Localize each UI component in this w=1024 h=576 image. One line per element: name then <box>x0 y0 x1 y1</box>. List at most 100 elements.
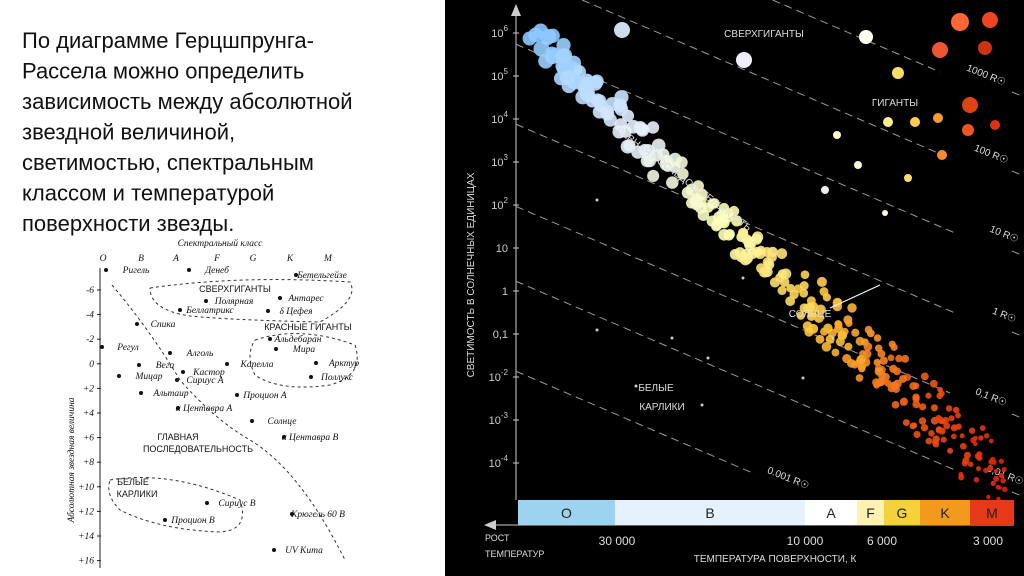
star <box>958 471 964 478</box>
star <box>706 215 718 227</box>
star <box>603 113 617 127</box>
star-label: ПОСЛЕДОВАТЕЛЬНОСТЬ <box>143 444 253 454</box>
star <box>873 358 881 366</box>
star <box>959 433 965 439</box>
star <box>831 336 835 340</box>
star <box>899 375 907 383</box>
x-arrow <box>484 520 496 530</box>
star <box>808 323 819 334</box>
spectral-band <box>884 500 920 525</box>
star <box>831 348 840 357</box>
star <box>913 430 921 438</box>
star <box>856 355 866 365</box>
star <box>854 161 862 169</box>
star <box>651 138 666 153</box>
star <box>910 117 920 127</box>
star <box>626 119 641 134</box>
star <box>930 404 938 412</box>
star-label: Алголь <box>186 349 214 359</box>
spectral-class: O <box>100 254 107 264</box>
star <box>579 76 595 92</box>
star <box>779 277 790 287</box>
star <box>970 437 977 444</box>
y-tick-label: 102 <box>491 196 508 212</box>
star-dot <box>187 268 191 272</box>
star-label: Кастор <box>192 368 225 378</box>
star-dot <box>309 375 313 379</box>
star <box>751 233 763 245</box>
y-tick-label: 0 <box>89 360 94 370</box>
star <box>928 430 935 437</box>
star-label: δ Цефея <box>279 306 312 317</box>
star <box>800 270 810 280</box>
spectral-class: G <box>250 254 257 264</box>
spectral-band <box>970 500 1014 525</box>
star <box>801 376 805 380</box>
y-tick-label: 103 <box>491 153 508 169</box>
star <box>641 144 655 158</box>
star-dot <box>100 345 104 349</box>
star <box>697 209 710 221</box>
star-label: α Центавра В <box>282 433 339 443</box>
star <box>888 340 896 348</box>
star <box>736 252 746 263</box>
star <box>904 174 912 182</box>
star <box>892 67 904 79</box>
region-label: БЕЛЫЕ <box>638 383 674 394</box>
star <box>595 198 599 202</box>
star <box>634 384 638 388</box>
star <box>984 433 990 439</box>
paragraph: По диаграмме Герцшпрунга- Рассела можно о… <box>22 28 353 236</box>
star <box>918 417 927 425</box>
star <box>862 349 872 359</box>
star-label: Альтаир <box>152 389 189 399</box>
star <box>776 248 788 259</box>
star-label: Ригель <box>122 266 150 276</box>
star <box>756 263 766 274</box>
star <box>819 287 829 297</box>
star <box>844 342 853 351</box>
star <box>675 156 688 169</box>
star <box>990 480 996 486</box>
star <box>912 400 921 409</box>
spectral-band <box>857 500 884 525</box>
sun-pointer <box>829 284 881 309</box>
x-start: РОСТ <box>485 533 510 543</box>
paragraph-line: классом и температурой <box>22 181 274 206</box>
star <box>736 52 752 68</box>
star <box>847 358 856 368</box>
star <box>962 97 978 113</box>
star <box>929 379 938 388</box>
y-tick-label: +6 <box>83 434 94 444</box>
x-start: ТЕМПЕРАТУР <box>485 549 544 559</box>
y-tick-label: +8 <box>83 458 94 468</box>
star <box>940 436 947 443</box>
star <box>883 117 893 127</box>
star-label: Сириус В <box>218 499 255 509</box>
star <box>1000 478 1006 484</box>
spectral-band <box>615 500 805 525</box>
star <box>707 198 718 209</box>
radius-line <box>515 280 956 471</box>
star-label: Полярная <box>214 297 254 307</box>
star-label: Мицар <box>134 372 162 382</box>
star <box>777 285 787 296</box>
radius-line <box>1011 91 1024 98</box>
paragraph-line: звездной величиной, <box>22 120 235 145</box>
star <box>724 228 735 240</box>
x-tick-label: 6 000 <box>867 534 897 548</box>
star <box>983 467 989 474</box>
star <box>962 457 970 465</box>
y-tick-label: 10-2 <box>489 368 509 384</box>
star <box>920 424 929 432</box>
star <box>555 48 571 64</box>
spectral-class: K <box>940 505 950 521</box>
y-tick-label: -4 <box>86 311 94 321</box>
star <box>780 268 792 280</box>
star <box>955 412 962 419</box>
star <box>877 370 886 379</box>
star <box>982 12 998 28</box>
radius-line <box>1011 250 1024 257</box>
star <box>858 365 866 373</box>
star <box>900 397 908 405</box>
